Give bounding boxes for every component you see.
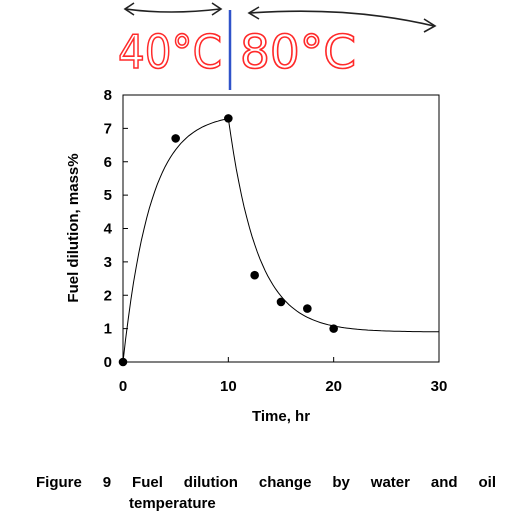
x-tick-label-2: 20 bbox=[325, 378, 342, 395]
data-point-0 bbox=[118, 357, 128, 367]
y-tick-label-5: 5 bbox=[104, 187, 112, 204]
x-tick-labels: 0 10 20 30 bbox=[119, 378, 448, 395]
figure-caption-line2: temperature bbox=[129, 495, 216, 512]
y-tick-label-3: 3 bbox=[104, 254, 112, 271]
x-axis-title: Time, hr bbox=[252, 408, 310, 425]
y-tick-label-6: 6 bbox=[104, 154, 112, 171]
y-axis-title: Fuel dilution, mass% bbox=[65, 153, 82, 302]
y-tick-label-8: 8 bbox=[104, 87, 112, 104]
right-arrowhead-left bbox=[247, 6, 260, 20]
data-point-2 bbox=[224, 114, 233, 123]
left-arrowhead-right bbox=[211, 2, 223, 16]
data-point-5 bbox=[303, 304, 312, 313]
annotation-40c: 40°C bbox=[118, 25, 222, 79]
data-point-1 bbox=[171, 134, 180, 143]
annotation-80c: 80°C bbox=[240, 25, 356, 79]
fit-curve bbox=[122, 118, 439, 363]
figure-caption-line1: Figure 9 Fuel dilution change by water a… bbox=[36, 474, 496, 491]
y-tick-label-2: 2 bbox=[104, 287, 112, 304]
x-tick-label-0: 0 bbox=[119, 378, 127, 395]
x-tick-label-3: 30 bbox=[431, 378, 448, 395]
data-point-3 bbox=[250, 270, 259, 280]
y-tick-labels: 0 1 2 3 4 5 6 7 8 bbox=[104, 87, 113, 371]
x-tick-label-1: 10 bbox=[220, 378, 237, 395]
right-arrowhead-right bbox=[423, 18, 437, 33]
data-point-4 bbox=[276, 297, 286, 307]
right-double-arrow bbox=[249, 10, 435, 27]
y-tick-label-1: 1 bbox=[104, 321, 112, 338]
data-point-6 bbox=[329, 324, 338, 333]
handwritten-annotations: 40°C 80°C bbox=[117, 2, 437, 90]
y-tick-label-7: 7 bbox=[104, 120, 112, 137]
y-tick-label-4: 4 bbox=[104, 221, 113, 238]
axis-ticks bbox=[122, 94, 440, 363]
left-double-arrow bbox=[125, 8, 221, 13]
data-points bbox=[118, 114, 338, 367]
y-tick-label-0: 0 bbox=[104, 354, 112, 371]
plot-frame bbox=[122, 94, 440, 363]
left-arrowhead-left bbox=[123, 2, 135, 16]
